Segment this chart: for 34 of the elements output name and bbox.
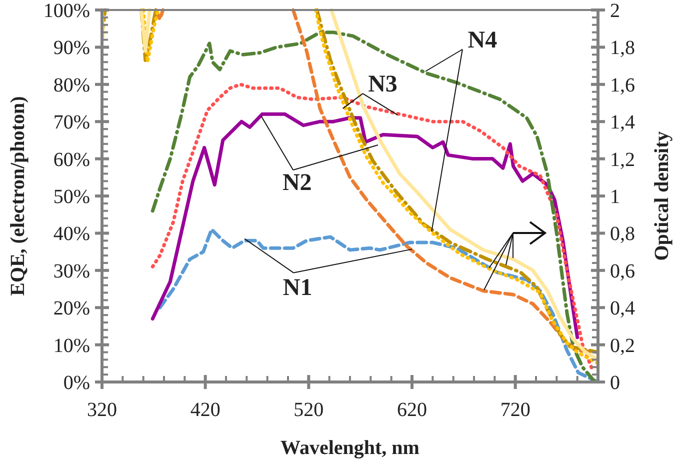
y2-axis-title: Optical density bbox=[651, 131, 673, 261]
y2-tick-label: 1,4 bbox=[610, 112, 635, 134]
y2-tick-label: 0,4 bbox=[610, 298, 635, 320]
y-tick-label: 40% bbox=[53, 223, 90, 246]
y-tick-label: 0% bbox=[63, 372, 90, 394]
y-tick-label: 100% bbox=[43, 0, 90, 22]
y2-tick-label: 0,8 bbox=[610, 223, 635, 246]
y-tick-label: 10% bbox=[53, 334, 90, 357]
x-axis-title: Wavelenght, nm bbox=[280, 437, 420, 459]
y2-tick-label: 0,6 bbox=[610, 260, 635, 282]
x-tick-label: 320 bbox=[87, 399, 117, 421]
y2-tick-label: 1,8 bbox=[610, 37, 635, 60]
y-tick-label: 20% bbox=[53, 298, 90, 320]
x-tick-label: 620 bbox=[397, 399, 427, 421]
y-tick-label: 60% bbox=[53, 148, 90, 171]
x-tick-label: 720 bbox=[500, 399, 530, 421]
y-tick-label: 30% bbox=[53, 260, 90, 282]
y-tick-label: 50% bbox=[53, 186, 90, 208]
annotation: N1 bbox=[282, 274, 312, 301]
annotation: N3 bbox=[368, 72, 398, 98]
y2-tick-label: 0,2 bbox=[610, 334, 635, 357]
y-tick-label: 70% bbox=[53, 112, 90, 134]
y-axis-title: EQE, (electron/photon) bbox=[7, 96, 29, 296]
annotation: N4 bbox=[468, 27, 498, 54]
annotation: N2 bbox=[282, 170, 312, 196]
y2-tick-label: 1 bbox=[610, 186, 620, 208]
x-tick-label: 520 bbox=[294, 399, 324, 421]
x-tick-label: 420 bbox=[190, 399, 220, 421]
y2-tick-label: 2 bbox=[610, 0, 620, 22]
y2-tick-label: 1,2 bbox=[610, 148, 635, 171]
y-tick-label: 90% bbox=[53, 37, 90, 60]
y2-tick-label: 1,6 bbox=[610, 74, 635, 96]
y-tick-label: 80% bbox=[53, 74, 90, 96]
y2-tick-label: 0 bbox=[610, 372, 620, 394]
